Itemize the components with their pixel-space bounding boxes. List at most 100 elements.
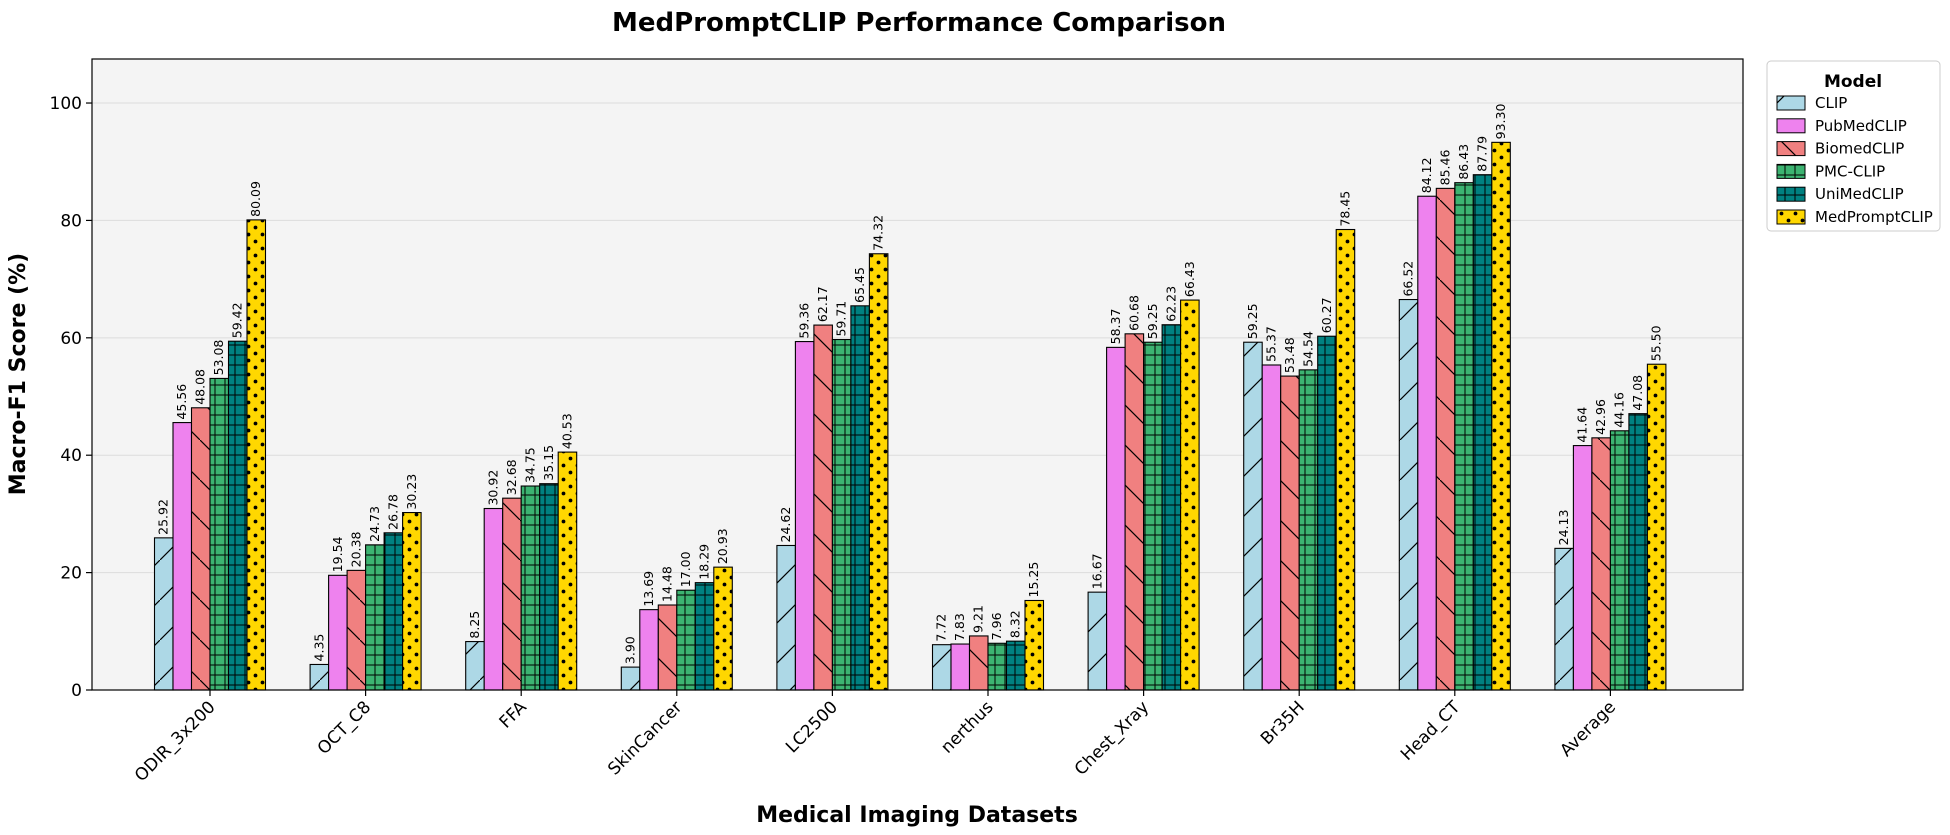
bar-pmc-clip-head_ct [1454, 182, 1474, 691]
bar-pubmedclip-skincancer [639, 609, 659, 691]
bar-fill [639, 609, 659, 690]
data-label: 66.52 [1401, 261, 1416, 297]
bar-hatch [850, 305, 870, 690]
bar-pmc-clip-ffa [520, 485, 541, 691]
bar-pmc-clip-chest_xray [1143, 341, 1163, 691]
data-label: 53.48 [1282, 337, 1297, 373]
bar-clip-nerthus [931, 644, 952, 691]
legend-swatch-outline [1776, 209, 1806, 225]
bar-biomedclip-average [1591, 437, 1611, 691]
x-tick-label: ODIR_3x200 [131, 697, 219, 785]
bar-pmc-clip-odir_3x200 [209, 377, 230, 691]
data-label: 3.90 [623, 636, 638, 664]
legend-swatch-outline [1776, 118, 1806, 134]
bar-hatch [932, 644, 951, 690]
legend-label: PMC-CLIP [1815, 162, 1885, 180]
bar-fill [328, 575, 348, 690]
bar-biomedclip-skincancer [657, 604, 678, 691]
bar-hatch [621, 667, 640, 690]
bar-clip-oct_c8 [309, 663, 330, 691]
x-tick-label: Average [1556, 697, 1620, 761]
x-tick-label: Br35H [1257, 697, 1309, 749]
data-label: 24.62 [778, 507, 793, 543]
data-label: 58.37 [1108, 309, 1123, 345]
bar-unimedclip-ffa [539, 483, 559, 691]
bar-pubmedclip-ffa [483, 507, 504, 691]
bar-hatch [1025, 600, 1044, 690]
bar-hatch [465, 641, 485, 690]
data-label: 13.69 [641, 571, 656, 607]
bar-pmc-clip-skincancer [676, 589, 696, 691]
data-label: 59.25 [1245, 303, 1260, 339]
data-label: 66.43 [1182, 261, 1197, 297]
y-tick-label: 60 [60, 329, 82, 349]
y-tick-label: 100 [50, 94, 82, 114]
data-label: 48.08 [193, 369, 208, 405]
bar-biomedclip-br35h [1280, 375, 1300, 691]
bar-hatch [521, 486, 540, 690]
bar-hatch [1336, 229, 1355, 691]
legend-title: Model [1824, 72, 1882, 92]
x-tick-label: LC2500 [782, 697, 842, 757]
bar-pubmedclip-head_ct [1417, 195, 1437, 691]
data-label: 74.32 [871, 215, 886, 251]
bar-unimedclip-head_ct [1472, 174, 1493, 691]
data-label: 45.56 [174, 384, 189, 420]
bar-unimedclip-average [1628, 413, 1648, 691]
bar-biomedclip-nerthus [968, 635, 989, 691]
bar-pmc-clip-average [1609, 430, 1630, 691]
data-label: 8.32 [1008, 610, 1023, 638]
x-tick-label: OCT_C8 [314, 697, 375, 758]
x-axis-ticks: ODIR_3x200 OCT_C8 FFA SkinCancer LC2500 nerth… [131, 690, 1620, 786]
bar-unimedclip-chest_xray [1161, 324, 1182, 691]
bar-hatch [676, 590, 696, 690]
bar-hatch [969, 635, 988, 690]
bar-clip-average [1554, 547, 1574, 691]
data-label: 78.45 [1337, 191, 1352, 227]
bar-hatch [658, 605, 677, 690]
bar-medpromptclip-odir_3x200 [246, 219, 267, 691]
bar-hatch [402, 512, 422, 690]
bar-hatch [365, 544, 385, 690]
bar-fill [173, 422, 192, 690]
bar-fill [795, 341, 814, 690]
data-label: 87.79 [1475, 136, 1490, 172]
data-label: 15.25 [1026, 562, 1041, 598]
bar-biomedclip-ffa [502, 497, 522, 691]
data-label: 62.23 [1163, 286, 1178, 322]
bar-clip-br35h [1243, 341, 1263, 691]
y-tick-label: 40 [60, 446, 82, 466]
data-label: 25.92 [156, 499, 171, 535]
legend-swatch-outline [1776, 186, 1806, 202]
bar-medpromptclip-head_ct [1491, 141, 1511, 691]
data-label: 32.68 [504, 459, 519, 495]
bar-hatch [1125, 333, 1144, 690]
bar-hatch [502, 498, 522, 690]
bar-hatch [1088, 592, 1107, 690]
bar-hatch [384, 532, 403, 690]
bar-hatch [713, 567, 733, 690]
data-label: 20.93 [715, 528, 730, 564]
legend-label: UniMedCLIP [1815, 185, 1904, 203]
bar-unimedclip-br35h [1317, 335, 1337, 691]
bar-hatch [1647, 364, 1666, 690]
data-label: 93.30 [1493, 104, 1508, 140]
legend-swatch-hatch [1777, 141, 1805, 156]
bar-hatch [210, 378, 229, 690]
bar-unimedclip-oct_c8 [383, 532, 404, 691]
bar-hatch [1554, 548, 1574, 690]
data-label: 8.25 [467, 611, 482, 639]
bar-hatch [539, 483, 559, 690]
bar-clip-head_ct [1398, 298, 1419, 691]
bar-hatch [1162, 324, 1181, 690]
data-label: 55.50 [1649, 325, 1664, 361]
bar-hatch [776, 545, 796, 690]
legend-item-unimedclip: UniMedCLIP [1776, 185, 1904, 203]
data-label: 35.15 [541, 445, 556, 481]
data-label: 17.00 [678, 551, 693, 587]
data-label: 40.53 [559, 413, 574, 449]
data-label: 59.71 [834, 301, 849, 337]
bar-biomedclip-chest_xray [1124, 333, 1145, 691]
